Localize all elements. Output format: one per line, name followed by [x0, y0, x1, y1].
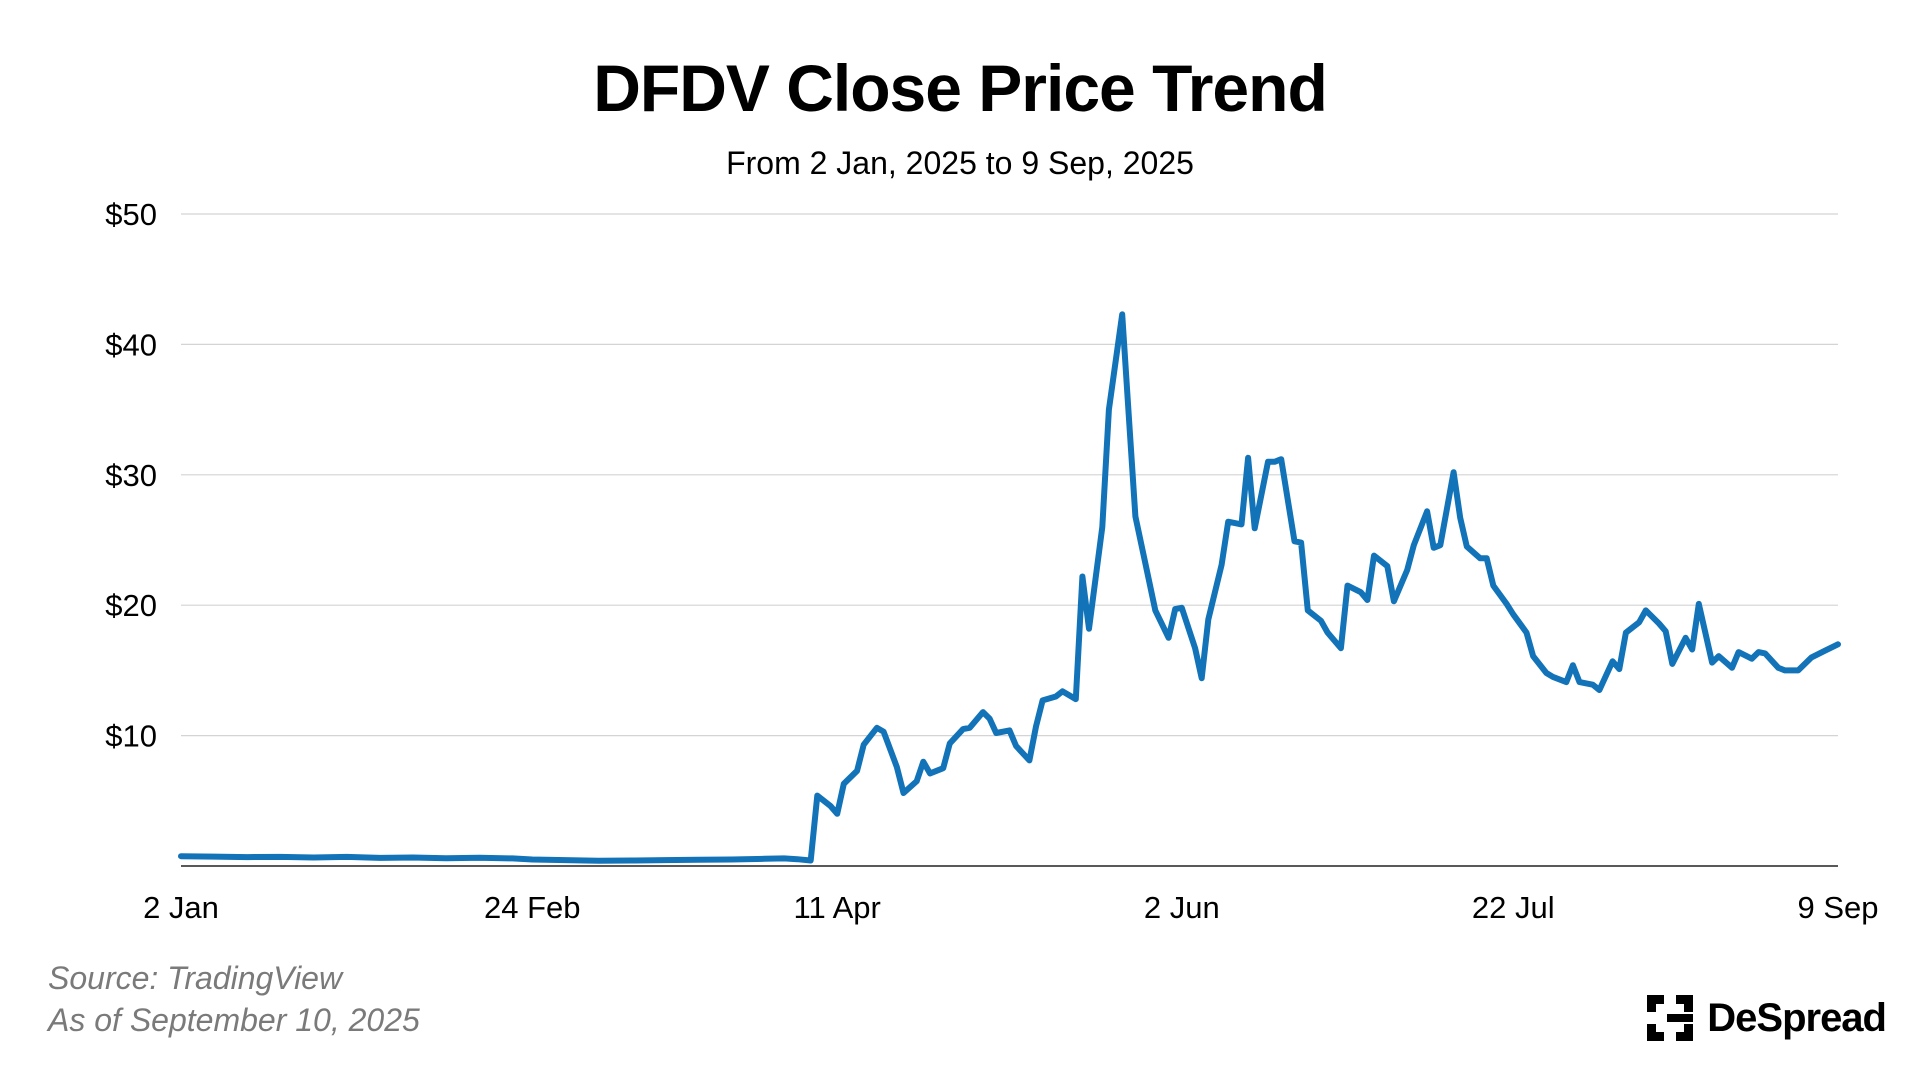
gridlines	[181, 213, 1838, 737]
chart-title: DFDV Close Price Trend	[593, 51, 1327, 125]
x-tick-label: 24 Feb	[484, 890, 581, 925]
x-axis: 2 Jan 24 Feb 11 Apr 2 Jun 22 Jul 9 Sep	[143, 890, 1878, 925]
y-tick-label: $10	[105, 719, 157, 754]
x-tick-label: 11 Apr	[794, 890, 881, 925]
price-series-line	[178, 311, 1841, 864]
brand-name: DeSpread	[1707, 995, 1887, 1040]
source-note: Source: TradingView	[48, 960, 343, 996]
y-tick-label: $30	[105, 458, 157, 493]
y-axis: $10 $20 $30 $40 $50	[105, 197, 157, 754]
x-tick-label: 22 Jul	[1472, 890, 1555, 925]
x-tick-label: 2 Jun	[1144, 890, 1220, 925]
despread-logo-icon	[1647, 995, 1694, 1041]
series-group	[178, 311, 1841, 864]
y-tick-label: $40	[105, 327, 157, 362]
x-tick-label: 2 Jan	[143, 890, 219, 925]
as-of-note: As of September 10, 2025	[48, 1002, 420, 1038]
chart-subtitle: From 2 Jan, 2025 to 9 Sep, 2025	[726, 145, 1194, 181]
x-tick-label: 9 Sep	[1797, 890, 1878, 925]
y-tick-label: $50	[105, 197, 157, 232]
y-tick-label: $20	[105, 588, 157, 623]
brand-logo: DeSpread	[1647, 995, 1887, 1041]
